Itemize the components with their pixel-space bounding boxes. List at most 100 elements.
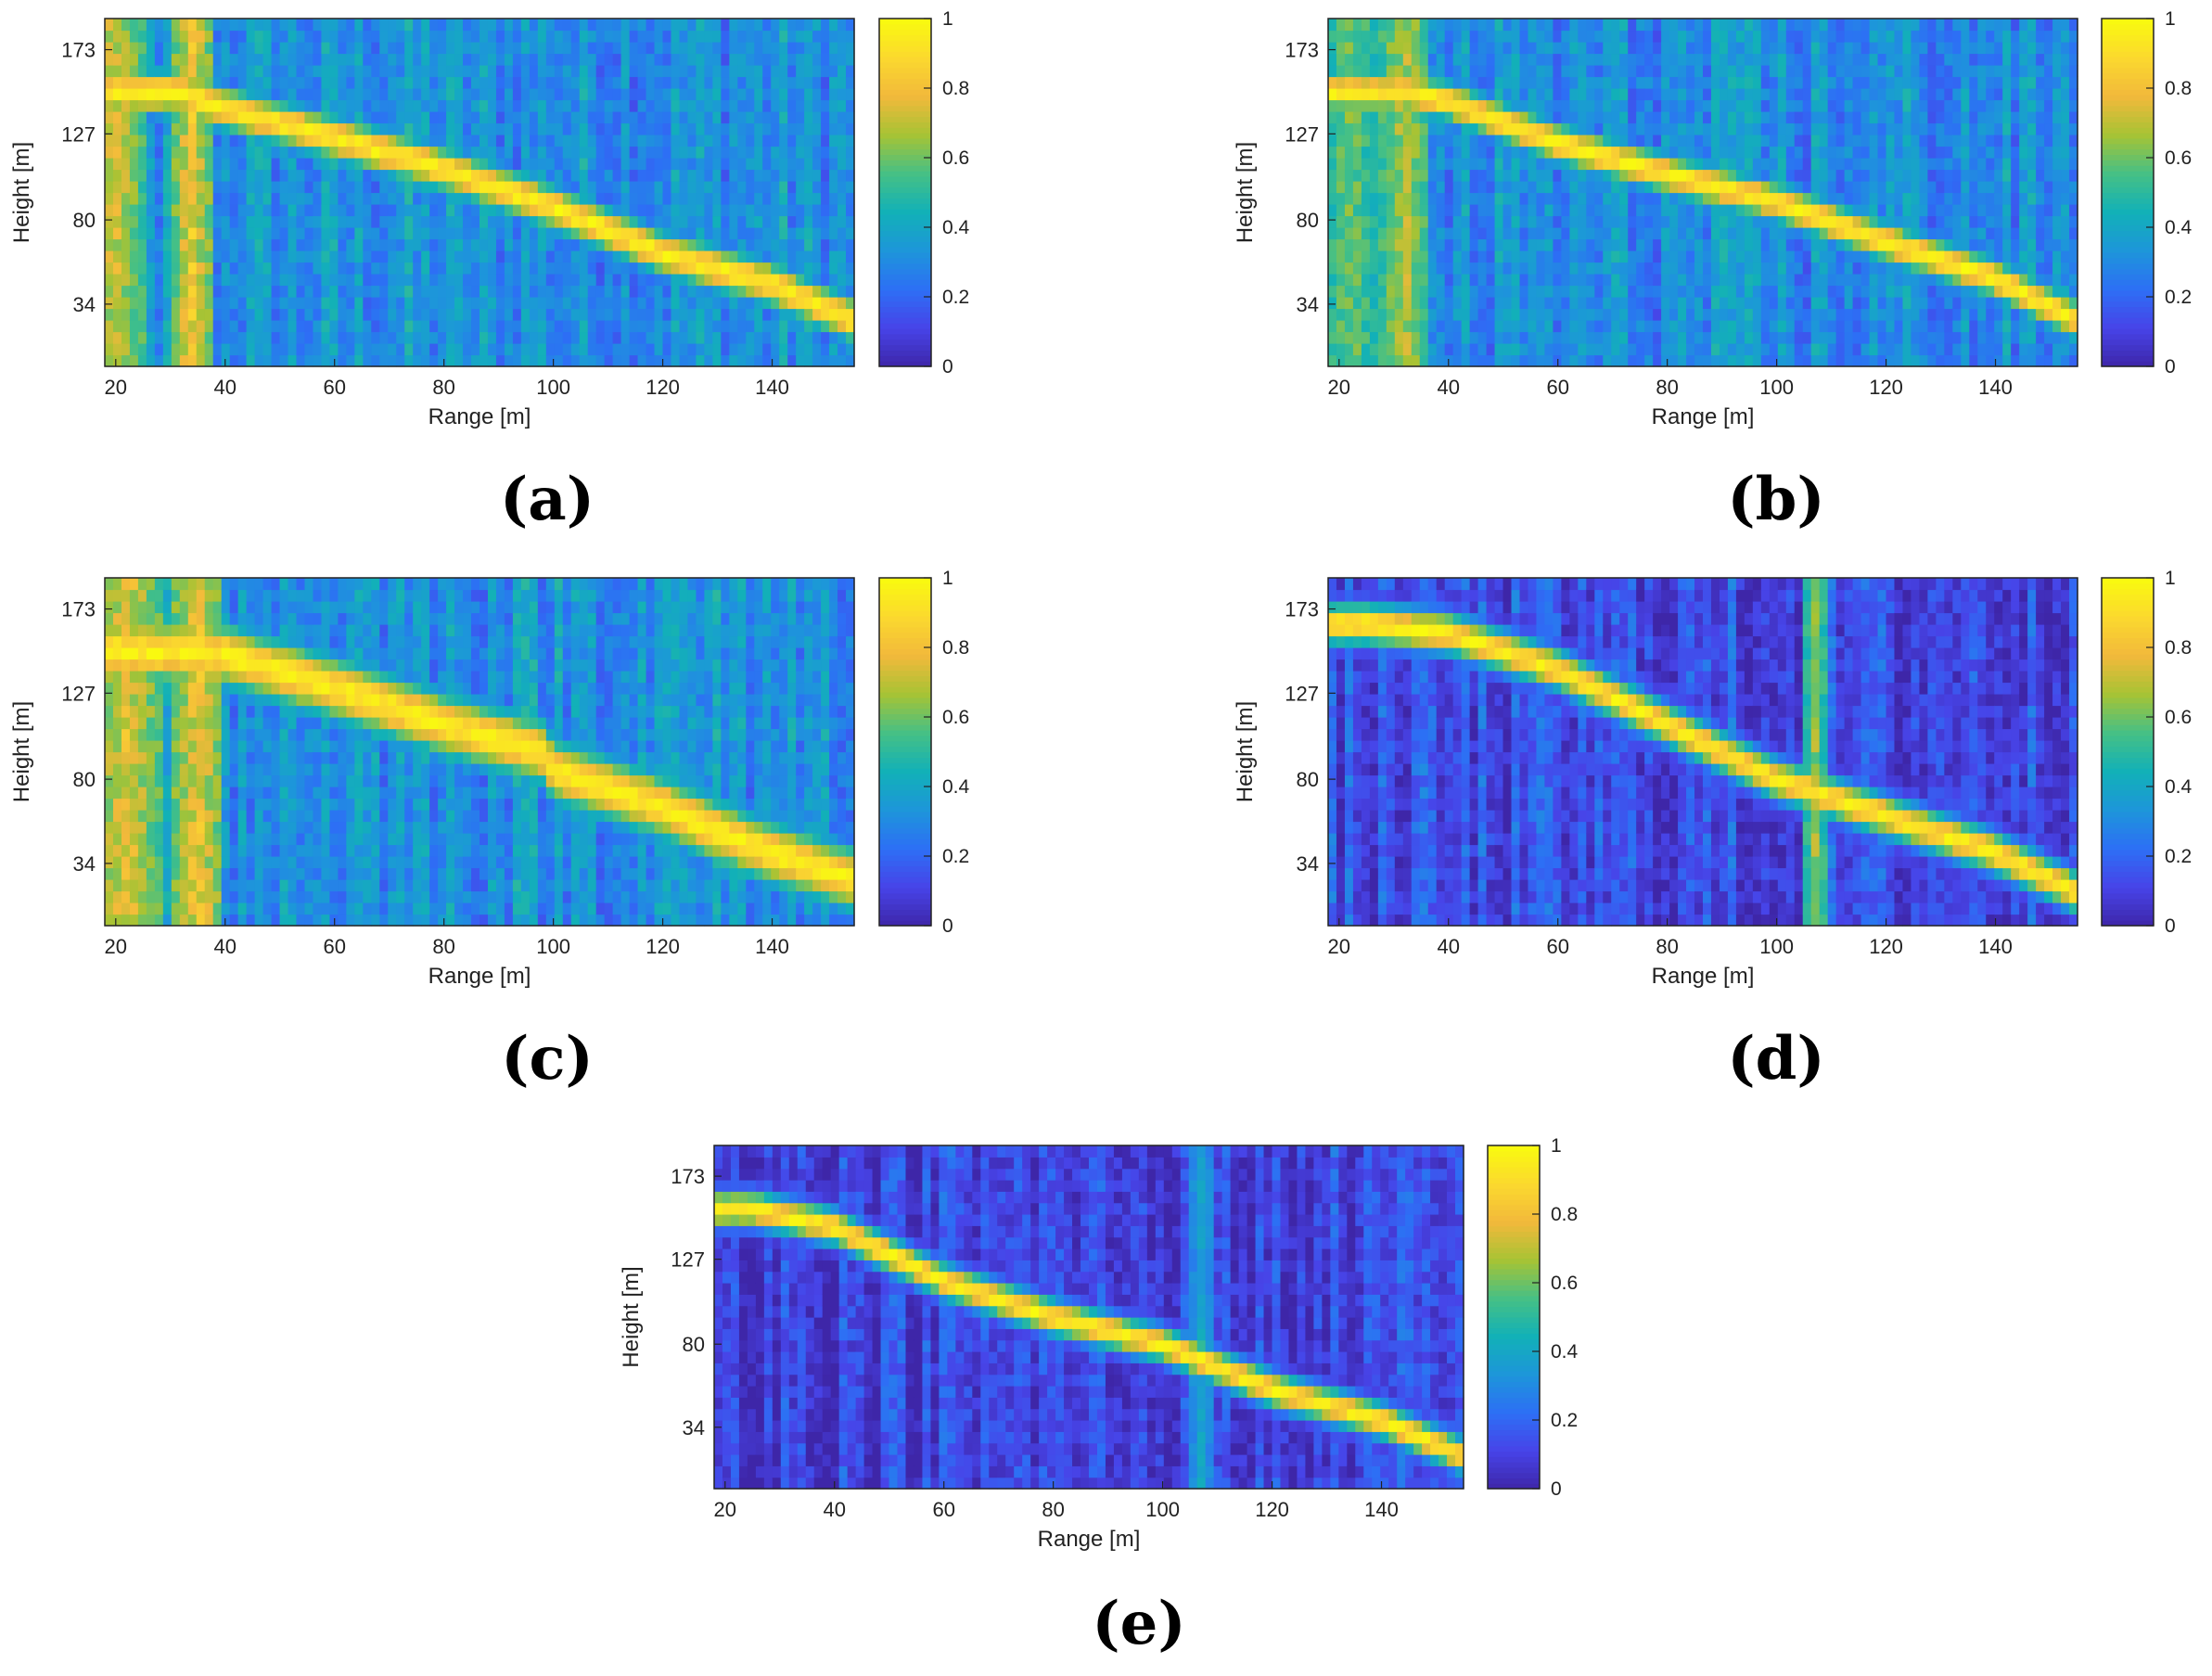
- heatmap-cell: [421, 193, 430, 205]
- heatmap-cell: [721, 19, 730, 31]
- heatmap-cell: [704, 297, 713, 309]
- heatmap-cell: [1412, 147, 1421, 159]
- heatmap-cell: [621, 239, 631, 251]
- heatmap-cell: [1919, 286, 1928, 298]
- heatmap-cell: [1703, 193, 1712, 205]
- heatmap-cell: [379, 250, 389, 262]
- heatmap-cell: [613, 309, 622, 321]
- heatmap-cell: [288, 77, 298, 89]
- heatmap-cell: [1870, 77, 1879, 89]
- heatmap-cell: [646, 65, 656, 77]
- heatmap-cell: [1753, 123, 1762, 135]
- heatmap-cell: [288, 19, 298, 31]
- heatmap-cell: [280, 204, 289, 216]
- heatmap-cell: [563, 262, 572, 275]
- heatmap-cell: [1603, 181, 1612, 193]
- heatmap-cell: [1528, 19, 1537, 31]
- heatmap-cell: [346, 123, 355, 135]
- heatmap-cell: [1594, 54, 1604, 66]
- heatmap-cell: [304, 262, 313, 275]
- heatmap-cell: [555, 19, 564, 31]
- heatmap-cell: [605, 158, 614, 170]
- heatmap-cell: [363, 309, 372, 321]
- heatmap-cell: [630, 332, 639, 344]
- heatmap-cell: [1495, 111, 1504, 123]
- heatmap-cell: [571, 332, 581, 344]
- heatmap-cell: [555, 111, 564, 123]
- heatmap-cell: [521, 134, 531, 147]
- heatmap-cell: [1553, 134, 1562, 147]
- heatmap-cell: [1795, 42, 1804, 54]
- heatmap-cell: [712, 309, 722, 321]
- heatmap-cell: [646, 297, 656, 309]
- heatmap-cell: [329, 239, 339, 251]
- heatmap-cell: [796, 158, 805, 170]
- heatmap-cell: [1503, 216, 1513, 228]
- heatmap-cell: [1636, 332, 1645, 344]
- heatmap-cell: [1470, 19, 1479, 31]
- heatmap-cell: [247, 274, 256, 286]
- heatmap-cell: [1528, 158, 1537, 170]
- heatmap-cell: [272, 123, 281, 135]
- heatmap-cell: [280, 239, 289, 251]
- heatmap-cell: [613, 147, 622, 159]
- heatmap-cell: [1861, 297, 1871, 309]
- heatmap-cell: [754, 332, 763, 344]
- heatmap-cell: [379, 274, 389, 286]
- heatmap-cell: [1345, 77, 1354, 89]
- heatmap-cell: [1353, 158, 1362, 170]
- heatmap-cell: [222, 42, 231, 54]
- heatmap-cell: [338, 343, 347, 355]
- heatmap-cell: [454, 100, 464, 112]
- heatmap-cell: [1902, 286, 1912, 298]
- heatmap-cell: [1487, 31, 1496, 43]
- heatmap-cell: [505, 31, 514, 43]
- heatmap-cell: [296, 147, 305, 159]
- heatmap-cell: [280, 170, 289, 182]
- heatmap-cell: [596, 181, 606, 193]
- heatmap-cell: [138, 286, 147, 298]
- heatmap-cell: [1470, 204, 1479, 216]
- heatmap-cell: [363, 286, 372, 298]
- heatmap-cell: [1586, 88, 1595, 100]
- heatmap-cell: [1569, 111, 1579, 123]
- heatmap-cell: [1628, 193, 1637, 205]
- heatmap-cell: [787, 158, 797, 170]
- heatmap-cell: [1420, 262, 1429, 275]
- heatmap-cell: [712, 100, 722, 112]
- heatmap-cell: [1761, 274, 1771, 286]
- heatmap-cell: [1328, 204, 1337, 216]
- heatmap-cell: [113, 31, 122, 43]
- heatmap-cell: [1336, 355, 1346, 367]
- heatmap-cell: [1886, 309, 1896, 321]
- heatmap-cell: [1927, 297, 1937, 309]
- heatmap-cell: [1353, 54, 1362, 66]
- heatmap-cell: [188, 65, 198, 77]
- heatmap-cell: [1403, 31, 1413, 43]
- heatmap-cell: [288, 111, 298, 123]
- heatmap-cell: [1661, 31, 1670, 43]
- heatmap-cell: [1878, 193, 1887, 205]
- heatmap-cell: [1678, 309, 1687, 321]
- heatmap-cell: [1370, 193, 1379, 205]
- heatmap-cell: [363, 193, 372, 205]
- heatmap-cell: [105, 147, 114, 159]
- heatmap-cell: [1703, 170, 1712, 182]
- heatmap-cell: [571, 88, 581, 100]
- heatmap-cell: [222, 274, 231, 286]
- heatmap-cell: [147, 158, 156, 170]
- heatmap-cell: [197, 19, 206, 31]
- heatmap-cell: [796, 227, 805, 239]
- heatmap-cell: [1820, 274, 1829, 286]
- heatmap-cell: [1528, 227, 1537, 239]
- heatmap-cell: [1711, 343, 1720, 355]
- heatmap-cell: [704, 343, 713, 355]
- heatmap-cell: [746, 88, 755, 100]
- heatmap-cell: [538, 355, 547, 367]
- heatmap-cell: [496, 19, 505, 31]
- heatmap-cell: [388, 65, 397, 77]
- heatmap-cell: [304, 147, 313, 159]
- heatmap-cell: [238, 216, 248, 228]
- heatmap-cell: [505, 42, 514, 54]
- heatmap-cell: [1845, 204, 1854, 216]
